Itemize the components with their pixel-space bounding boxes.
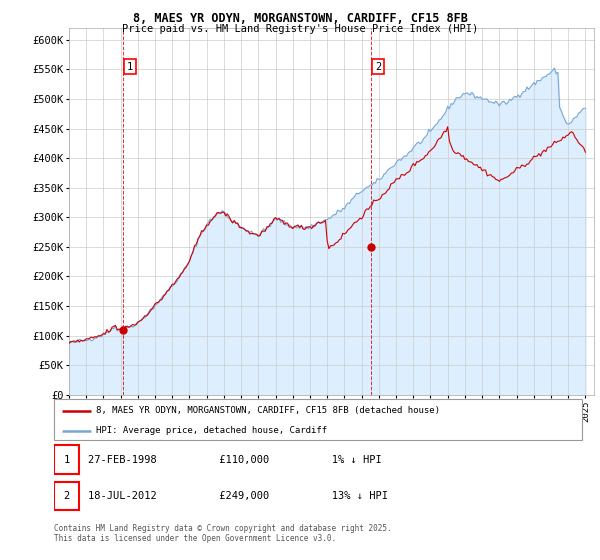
Text: 8, MAES YR ODYN, MORGANSTOWN, CARDIFF, CF15 8FB (detached house): 8, MAES YR ODYN, MORGANSTOWN, CARDIFF, C…: [96, 406, 440, 415]
FancyBboxPatch shape: [54, 445, 79, 474]
Text: 18-JUL-2012          £249,000          13% ↓ HPI: 18-JUL-2012 £249,000 13% ↓ HPI: [88, 491, 388, 501]
Text: 2: 2: [64, 491, 70, 501]
FancyBboxPatch shape: [54, 399, 582, 440]
Text: 8, MAES YR ODYN, MORGANSTOWN, CARDIFF, CF15 8FB: 8, MAES YR ODYN, MORGANSTOWN, CARDIFF, C…: [133, 12, 467, 25]
Text: 2: 2: [375, 62, 381, 72]
FancyBboxPatch shape: [54, 482, 79, 511]
Text: HPI: Average price, detached house, Cardiff: HPI: Average price, detached house, Card…: [96, 426, 328, 435]
Text: 1: 1: [127, 62, 133, 72]
Text: Price paid vs. HM Land Registry's House Price Index (HPI): Price paid vs. HM Land Registry's House …: [122, 24, 478, 34]
Text: 1: 1: [64, 455, 70, 465]
Text: 27-FEB-1998          £110,000          1% ↓ HPI: 27-FEB-1998 £110,000 1% ↓ HPI: [88, 455, 382, 465]
Text: Contains HM Land Registry data © Crown copyright and database right 2025.
This d: Contains HM Land Registry data © Crown c…: [54, 524, 392, 543]
